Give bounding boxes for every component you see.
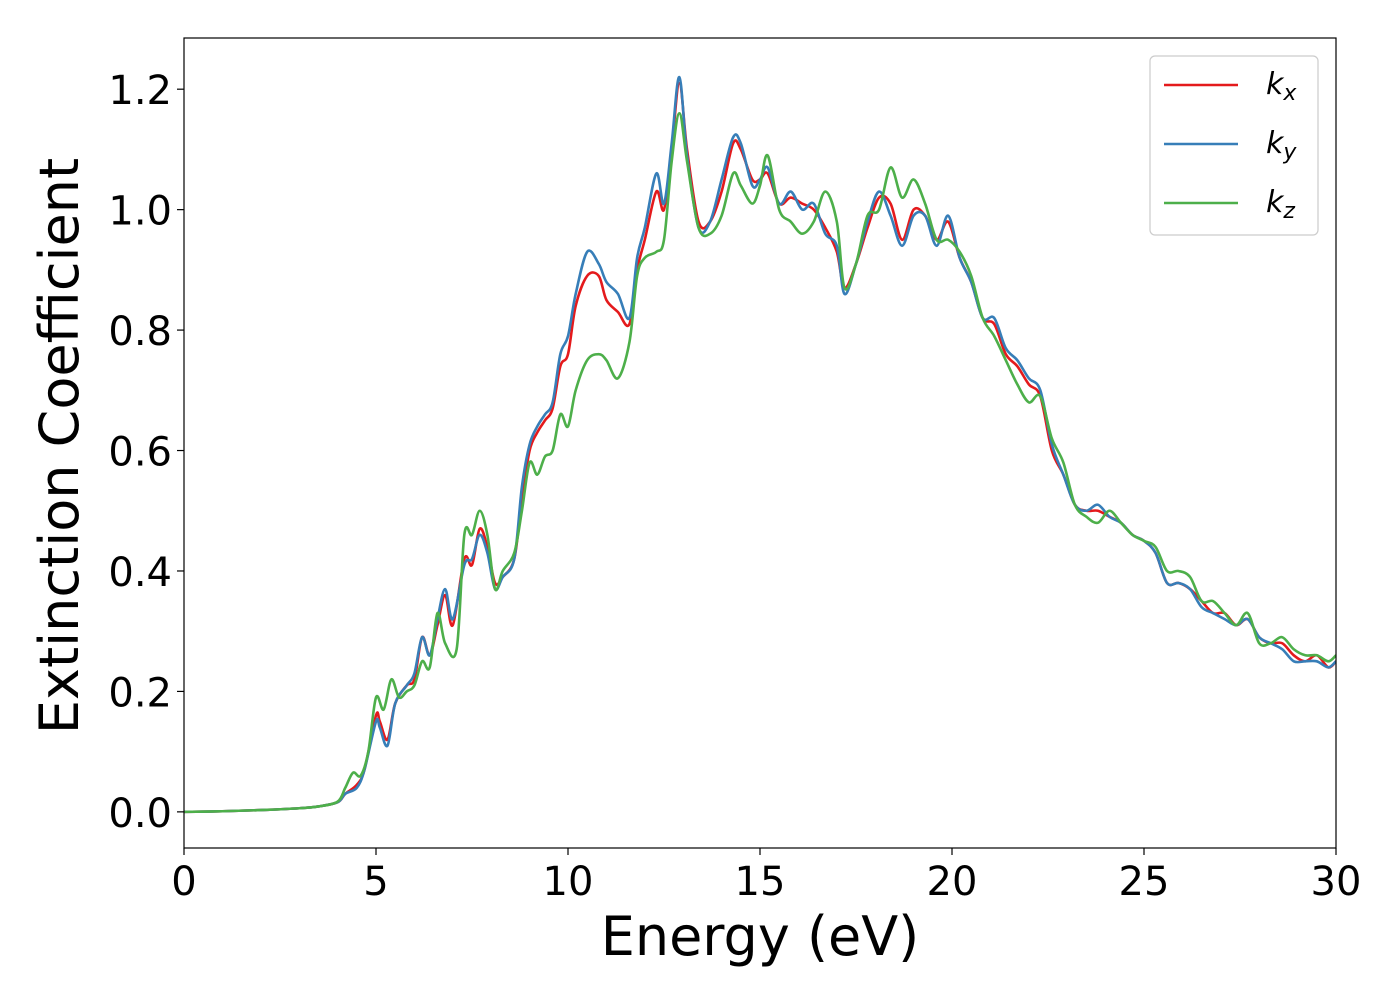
x-tick-label: 5 (363, 859, 388, 905)
legend: kx ky kz (1149, 55, 1319, 236)
y-axis: 0.0 0.2 0.4 0.6 0.8 1.0 1.2 (108, 68, 184, 837)
y-tick-label: 1.2 (108, 68, 172, 114)
y-axis-label: Extinction Coefficient (28, 158, 91, 734)
y-tick-label: 0.8 (108, 309, 172, 355)
x-tick-label: 25 (1119, 859, 1170, 905)
y-tick-label: 0.6 (108, 430, 172, 476)
x-tick-label: 15 (735, 859, 786, 905)
legend-label-k-y: ky (1266, 126, 1297, 165)
series-line-k-z (184, 111, 1336, 814)
legend-box (1149, 55, 1319, 236)
x-tick-label: 0 (171, 859, 196, 905)
x-tick-label: 10 (543, 859, 594, 905)
y-tick-label: 0.2 (108, 670, 172, 716)
x-tick-label: 30 (1311, 859, 1362, 905)
x-axis-label: Energy (eV) (601, 905, 920, 968)
legend-label-k-x: kx (1266, 67, 1297, 106)
x-axis: 0 5 10 15 20 25 30 (171, 848, 1361, 905)
plot-lines (184, 75, 1336, 814)
x-tick-label: 20 (927, 859, 978, 905)
legend-label-k-z: kz (1266, 185, 1295, 224)
y-tick-label: 0.4 (108, 550, 172, 596)
y-tick-label: 0.0 (108, 791, 172, 837)
y-tick-label: 1.0 (108, 189, 172, 235)
